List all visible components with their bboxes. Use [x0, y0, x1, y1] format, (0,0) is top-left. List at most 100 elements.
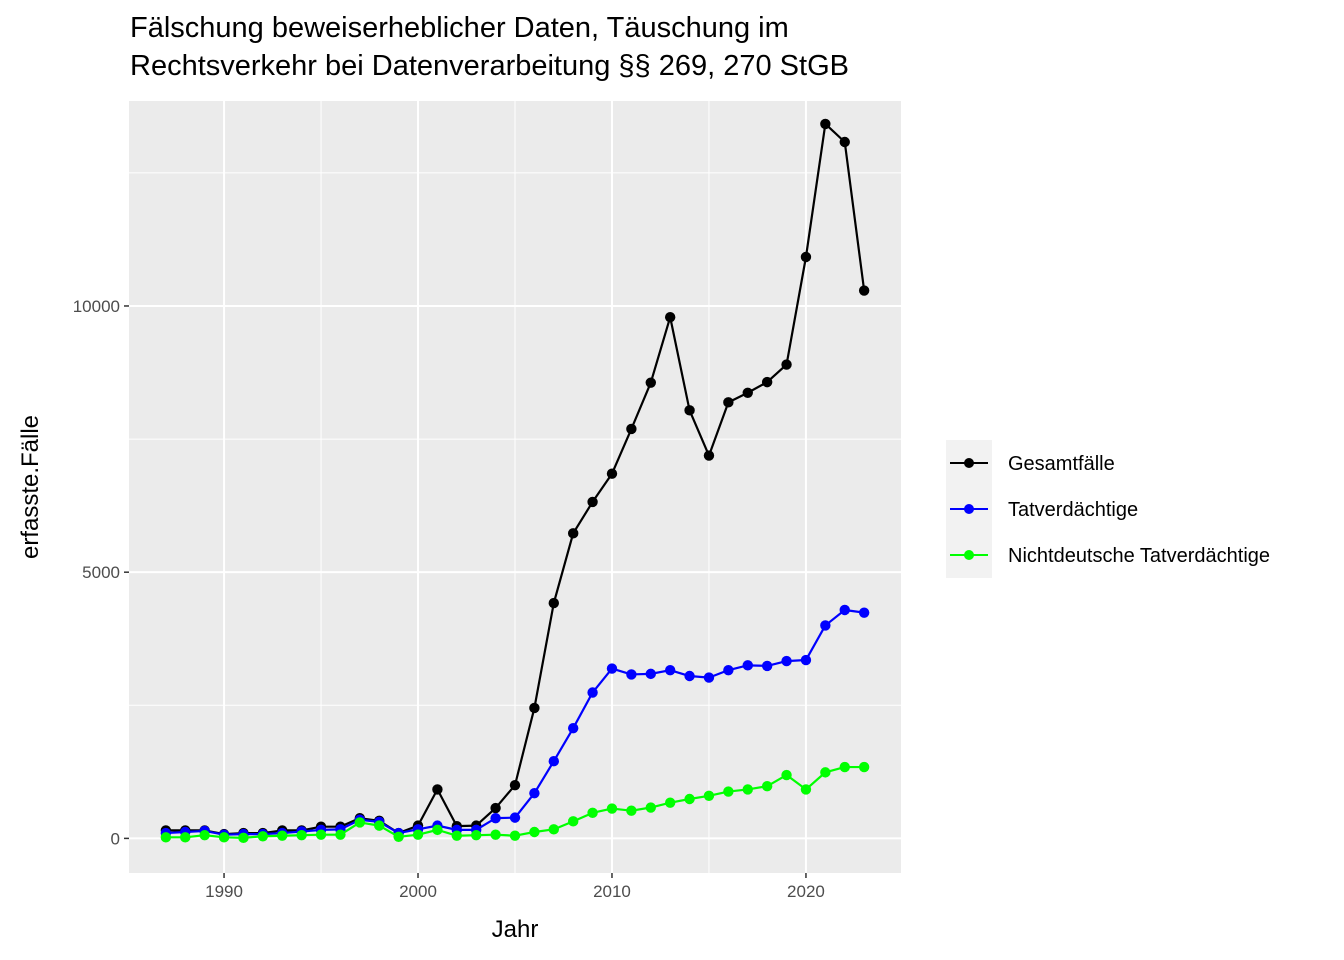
data-point-series-1	[529, 787, 540, 799]
data-point-series-2	[160, 832, 172, 843]
y-axis-title: erfasste.Fälle	[17, 415, 44, 559]
y-tick-label: 10000	[73, 297, 120, 316]
data-point-series-0	[509, 779, 521, 791]
data-point-series-0	[684, 405, 695, 416]
data-point-series-1	[820, 620, 831, 631]
data-point-series-0	[800, 251, 812, 263]
x-tick-label: 1990	[205, 882, 243, 901]
data-point-series-2	[761, 781, 773, 792]
data-point-series-2	[820, 767, 831, 778]
data-point-series-2	[858, 761, 870, 773]
data-point-series-0	[820, 118, 831, 130]
data-point-series-2	[587, 807, 598, 819]
data-point-series-1	[606, 663, 618, 674]
data-point-series-2	[781, 769, 792, 781]
data-point-series-2	[471, 829, 482, 841]
data-point-series-2	[393, 831, 404, 842]
legend-label-gesamtfaelle: Gesamtfälle	[1008, 453, 1115, 475]
data-point-series-0	[781, 359, 792, 370]
data-point-series-1	[723, 664, 734, 676]
data-point-series-1	[664, 664, 676, 676]
data-point-series-1	[645, 668, 656, 680]
data-point-series-2	[490, 829, 501, 840]
data-point-series-2	[277, 830, 288, 841]
data-point-series-2	[664, 797, 676, 808]
axes: 1990 2000 2010 2020 0 5000 10000	[73, 297, 825, 901]
data-point-series-0	[723, 397, 734, 408]
data-point-series-0	[490, 802, 501, 814]
data-point-series-0	[703, 450, 715, 461]
y-tick-label: 5000	[82, 563, 120, 582]
data-point-series-2	[684, 793, 695, 805]
data-point-series-2	[335, 829, 346, 840]
data-point-series-2	[451, 830, 463, 841]
data-point-series-1	[858, 607, 870, 618]
data-point-series-1	[626, 669, 637, 680]
data-point-series-0	[664, 311, 676, 323]
data-point-series-0	[742, 387, 753, 398]
data-point-series-0	[839, 136, 850, 148]
data-point-series-2	[742, 784, 753, 795]
x-axis-title: Jahr	[492, 916, 539, 943]
data-point-series-2	[257, 831, 269, 842]
data-point-series-0	[529, 702, 540, 714]
data-point-series-2	[296, 829, 307, 841]
data-point-series-2	[529, 826, 540, 838]
data-point-series-0	[761, 376, 773, 388]
data-point-series-2	[567, 816, 579, 827]
x-tick-label: 2000	[399, 882, 437, 901]
data-point-series-2	[548, 824, 559, 835]
legend-label-nichtdeutsche-tatverdaechtige: Nichtdeutsche Tatverdächtige	[1008, 545, 1270, 567]
legend-key-point	[964, 550, 974, 560]
data-point-series-1	[567, 722, 579, 734]
y-tick-label: 0	[111, 829, 120, 848]
data-point-series-1	[703, 672, 715, 683]
data-point-series-2	[412, 829, 424, 840]
legend: Gesamtfälle Tatverdächtige Nichtdeutsche…	[946, 440, 1270, 578]
data-point-series-0	[645, 377, 656, 388]
data-point-series-1	[490, 812, 501, 824]
minor-gridlines	[129, 101, 901, 873]
chart-title-line-1: Fälschung beweiserheblicher Daten, Täusc…	[130, 12, 789, 44]
data-point-series-0	[432, 784, 443, 795]
legend-item-nichtdeutsche-tatverdaechtige: Nichtdeutsche Tatverdächtige	[950, 545, 1270, 567]
data-point-series-2	[432, 824, 443, 836]
data-point-series-2	[723, 786, 734, 797]
data-point-series-2	[180, 832, 191, 843]
data-point-series-0	[548, 597, 559, 609]
major-gridlines	[129, 101, 901, 873]
data-point-series-1	[839, 604, 850, 616]
data-point-series-2	[626, 805, 637, 816]
legend-key-point	[964, 458, 974, 468]
legend-label-tatverdaechtige: Tatverdächtige	[1008, 499, 1138, 521]
data-point-series-0	[858, 285, 870, 296]
data-point-series-2	[800, 784, 812, 795]
data-point-series-2	[703, 790, 715, 801]
legend-key-point	[964, 504, 974, 514]
x-tick-label: 2020	[787, 882, 825, 901]
x-tick-label: 2010	[593, 882, 631, 901]
data-point-series-1	[684, 670, 695, 682]
data-point-series-2	[218, 832, 230, 843]
legend-item-gesamtfaelle: Gesamtfälle	[950, 453, 1115, 475]
data-point-series-1	[781, 655, 792, 667]
data-point-series-0	[587, 496, 598, 508]
series-layer	[160, 118, 870, 844]
data-point-series-1	[587, 687, 598, 698]
data-point-series-2	[839, 761, 850, 773]
data-point-series-2	[509, 830, 521, 841]
data-point-series-2	[354, 817, 366, 828]
data-point-series-0	[567, 528, 579, 539]
data-point-series-2	[315, 829, 327, 840]
data-point-series-1	[742, 660, 753, 671]
data-point-series-1	[761, 660, 773, 672]
data-point-series-2	[238, 832, 249, 844]
data-point-series-1	[548, 755, 559, 767]
data-point-series-1	[509, 812, 521, 823]
data-point-series-2	[645, 802, 656, 813]
data-point-series-0	[626, 423, 637, 435]
data-point-series-0	[606, 468, 618, 479]
data-point-series-2	[606, 803, 618, 814]
data-point-series-2	[374, 820, 385, 831]
